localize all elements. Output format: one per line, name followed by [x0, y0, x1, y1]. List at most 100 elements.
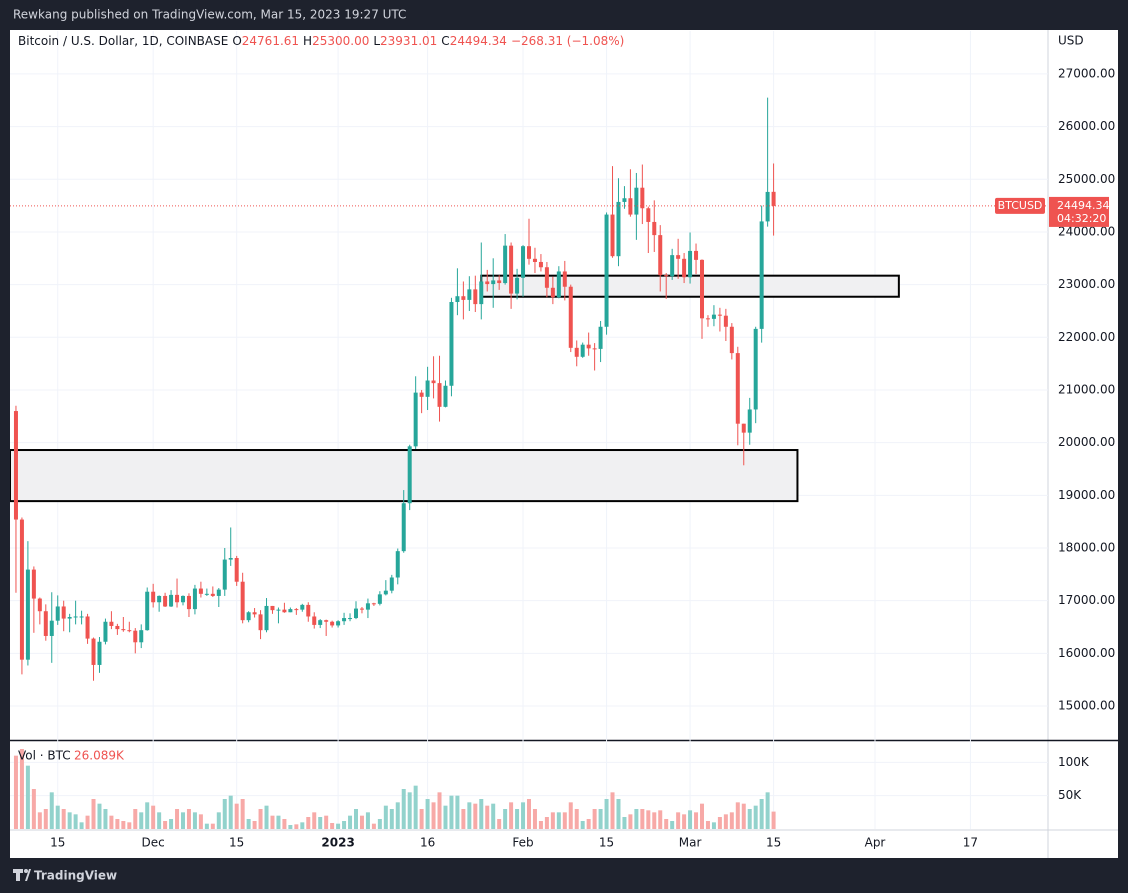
- y-tick-label: 20000.00: [1058, 435, 1115, 449]
- candle-body: [210, 593, 215, 596]
- volume-tick-label: 50K: [1058, 788, 1082, 802]
- volume-bar: [634, 809, 639, 829]
- volume-bar: [407, 792, 412, 829]
- volume-bar: [348, 815, 353, 829]
- candle-body: [157, 595, 162, 603]
- volume-bar: [753, 805, 758, 829]
- candle-body: [437, 383, 442, 407]
- candle-body: [264, 605, 269, 631]
- candle-body: [85, 616, 90, 639]
- volume-bar: [318, 817, 323, 829]
- volume-bar: [145, 802, 150, 829]
- candle-body: [228, 558, 233, 560]
- volume-bar: [151, 805, 156, 829]
- candle-body: [616, 201, 621, 257]
- volume-bar: [473, 803, 478, 829]
- volume-bar: [580, 821, 585, 829]
- volume-bar: [431, 802, 436, 829]
- candle-body: [723, 315, 728, 327]
- candle-body: [312, 616, 317, 625]
- candle-body: [79, 616, 84, 618]
- volume-bar: [765, 792, 770, 829]
- y-tick-label: 26000.00: [1058, 119, 1115, 133]
- volume-bar: [688, 810, 693, 829]
- candle-body: [688, 250, 693, 278]
- volume-bar: [515, 809, 520, 829]
- legend-value: 24761.61: [241, 34, 300, 48]
- volume-bar: [276, 815, 281, 829]
- candles: [13, 97, 776, 681]
- candle-body: [729, 326, 734, 354]
- candle-body: [664, 275, 669, 277]
- candle-body: [97, 641, 102, 665]
- volume-bar: [610, 792, 615, 829]
- candle-body: [348, 618, 353, 620]
- candle-body: [670, 255, 675, 277]
- candle-body: [127, 630, 132, 632]
- candle-body: [455, 296, 460, 303]
- candle-body: [43, 611, 48, 636]
- candle-body: [336, 621, 341, 626]
- candle-body: [568, 286, 573, 348]
- volume-bar: [562, 812, 567, 829]
- legend-value: 23931.01: [380, 34, 438, 48]
- candle-body: [592, 348, 597, 350]
- volume-bar: [461, 809, 466, 829]
- candle-body: [258, 614, 263, 631]
- volume-bar: [252, 821, 257, 829]
- candle-body: [473, 289, 478, 305]
- last-price-symbol: BTCUSD: [998, 199, 1043, 212]
- candle-body: [610, 214, 615, 257]
- publisher: Rewkang published on TradingView.com, Ma…: [13, 8, 406, 22]
- volume-bar: [186, 809, 191, 829]
- volume-bar: [19, 749, 24, 829]
- candle-body: [395, 551, 400, 578]
- volume-bars: [13, 749, 776, 829]
- candle-body: [604, 214, 609, 327]
- last-price-box: [1049, 196, 1109, 227]
- volume-bar: [682, 814, 687, 829]
- volume-bar: [222, 799, 227, 829]
- candle-body: [509, 245, 514, 294]
- candle-body: [538, 261, 543, 268]
- x-tick-label: 2023: [321, 836, 354, 850]
- volume-bar: [389, 809, 394, 829]
- volume-bar: [37, 812, 42, 829]
- volume-bar: [694, 812, 699, 829]
- y-tick-label: 21000.00: [1058, 382, 1115, 396]
- legend-field: C24494.34: [441, 34, 507, 48]
- candle-body: [479, 281, 484, 305]
- x-tick-label: Dec: [142, 836, 165, 850]
- volume-bar: [383, 805, 388, 829]
- volume-bar: [163, 821, 168, 829]
- volume-bar: [109, 815, 114, 829]
- candle-body: [55, 606, 60, 621]
- volume-bar: [342, 821, 347, 829]
- volume-bar: [300, 822, 305, 829]
- candle-body: [61, 606, 66, 619]
- volume-bar: [139, 812, 144, 829]
- y-tick-label: 22000.00: [1058, 330, 1115, 344]
- legend-value: 24494.34: [449, 34, 507, 48]
- candle-body: [25, 569, 30, 660]
- volume-bar: [67, 812, 72, 829]
- volume-bar: [401, 789, 406, 829]
- legend-key: H: [303, 34, 313, 48]
- volume-bar: [437, 792, 442, 829]
- volume-bar: [652, 812, 657, 829]
- candle-body: [413, 392, 418, 447]
- candle-body: [658, 235, 663, 276]
- candle-body: [711, 314, 716, 319]
- volume-bar: [705, 821, 710, 829]
- candle-body: [145, 591, 150, 631]
- x-tick-label: 15: [229, 836, 244, 850]
- candle-body: [192, 588, 197, 610]
- candle-body: [431, 380, 436, 384]
- candle-body: [354, 608, 358, 619]
- candle-body: [586, 344, 591, 349]
- candle-body: [503, 245, 508, 284]
- last-price: 24494.34: [1057, 199, 1110, 212]
- volume-bar: [169, 819, 174, 829]
- candle-body: [747, 409, 752, 433]
